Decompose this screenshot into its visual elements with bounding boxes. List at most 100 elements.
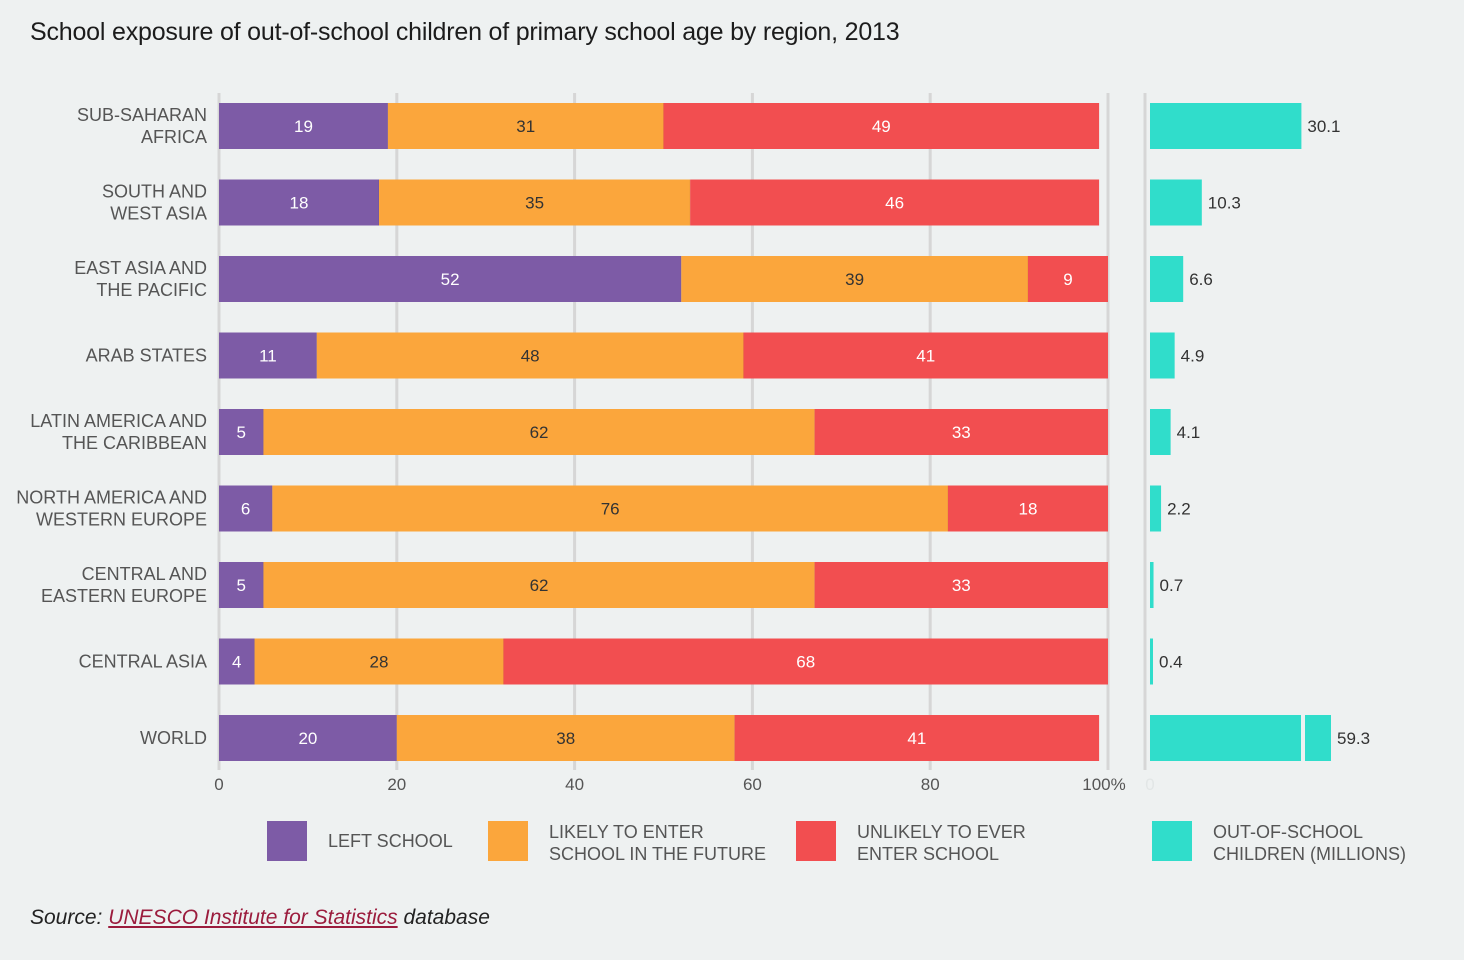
out-of-school-bar (1150, 485, 1162, 532)
bar-segment-likely-to-enter-school-in-the-future (681, 256, 1028, 302)
legend: LEFT SCHOOL LIKELY TO ENTER SCHOOL IN THE … (267, 821, 1406, 864)
region-label-line: CENTRAL AND (82, 564, 207, 584)
region-label-central-asia: CENTRAL ASIA (79, 652, 207, 672)
out-of-school-value: 30.1 (1307, 117, 1340, 136)
region-label-south-and-west-asia: SOUTH AND WEST ASIA (102, 182, 207, 224)
bar-segment-unlikely-to-ever-enter-school (503, 638, 1109, 685)
x-axis: 0 20 40 60 80 100% 0 (214, 775, 1154, 794)
legend-label-line: UNLIKELY TO EVER (857, 822, 1026, 842)
bar-segment-left-school (219, 409, 264, 455)
bar-segment-unlikely-to-ever-enter-school (947, 485, 1108, 532)
region-label-line: SUB-SAHARAN (77, 105, 207, 125)
region-label-line: EAST ASIA AND (74, 258, 207, 278)
data-label: 68 (796, 653, 815, 672)
legend-swatch-unlikely-to-enter (796, 821, 836, 861)
legend-label-line: CHILDREN (MILLIONS) (1213, 844, 1406, 864)
data-label: 28 (370, 653, 389, 672)
bar-segment-unlikely-to-ever-enter-school (1027, 256, 1108, 302)
bar-segment-likely-to-enter-school-in-the-future (387, 103, 664, 149)
legend-swatch-likely-to-enter (488, 821, 528, 861)
data-label: 41 (916, 347, 935, 366)
bar-segment-unlikely-to-ever-enter-school (663, 103, 1100, 149)
region-label-arab-states: ARAB STATES (86, 346, 207, 366)
region-labels: SUB-SAHARAN AFRICA SOUTH AND WEST ASIA EAST … (16, 105, 207, 748)
region-label-line: SOUTH AND (102, 182, 207, 202)
out-of-school-bar (1150, 179, 1202, 226)
out-of-school-value: 4.9 (1181, 347, 1205, 366)
data-label: 33 (952, 576, 971, 595)
region-label-central-and-eastern-europe: CENTRAL AND EASTERN EUROPE (41, 564, 207, 606)
data-label: 76 (601, 500, 620, 519)
bar-segment-left-school (219, 638, 255, 685)
region-label-world: WORLD (140, 728, 207, 748)
region-label-north-america-and-western-europe: NORTH AMERICA AND WESTERN EUROPE (16, 488, 207, 530)
out-of-school-bar (1150, 332, 1175, 379)
data-label: 9 (1063, 270, 1072, 289)
out-of-school-value: 59.3 (1337, 729, 1370, 748)
data-label: 18 (290, 194, 309, 213)
region-label-line: AFRICA (141, 127, 207, 147)
legend-label-unlikely-to-enter: UNLIKELY TO EVER ENTER SCHOOL (857, 822, 1026, 864)
x-tick-label: 40 (565, 775, 584, 794)
data-label: 20 (298, 729, 317, 748)
legend-label-line: LEFT SCHOOL (328, 831, 453, 851)
out-of-school-bar (1150, 103, 1302, 149)
bar-segment-likely-to-enter-school-in-the-future (379, 179, 691, 226)
data-label: 5 (236, 423, 245, 442)
out-of-school-bar-break (1305, 715, 1331, 761)
bar-segment-left-school (219, 103, 388, 149)
out-of-school-value: 6.6 (1189, 270, 1213, 289)
region-label-line: ARAB STATES (86, 346, 207, 366)
bar-segment-unlikely-to-ever-enter-school (734, 715, 1100, 761)
out-of-school-bar (1150, 715, 1301, 761)
out-of-school-value: 4.1 (1177, 423, 1201, 442)
bar-segment-left-school (219, 256, 682, 302)
region-label-line: EASTERN EUROPE (41, 586, 207, 606)
data-label: 5 (236, 576, 245, 595)
out-of-school-value: 0.7 (1160, 576, 1184, 595)
bar-segment-unlikely-to-ever-enter-school (814, 409, 1108, 455)
bar-segment-likely-to-enter-school-in-the-future (254, 638, 504, 685)
legend-label-out-of-school: OUT-OF-SCHOOL CHILDREN (MILLIONS) (1213, 822, 1406, 864)
secondary-tick-label: 0 (1145, 775, 1154, 794)
source-note: Source: UNESCO Institute for Statistics … (30, 906, 490, 930)
x-tick-label: 100% (1082, 775, 1125, 794)
chart-title: School exposure of out-of-school childre… (30, 18, 900, 46)
region-label-line: THE CARIBBEAN (62, 433, 207, 453)
source-suffix: database (397, 906, 490, 929)
bar-segment-likely-to-enter-school-in-the-future (263, 562, 815, 608)
region-label-east-asia-and-the-pacific: EAST ASIA AND THE PACIFIC (74, 258, 207, 300)
out-of-school-bar (1150, 562, 1154, 608)
bar-segment-likely-to-enter-school-in-the-future (263, 409, 815, 455)
data-label: 48 (521, 347, 540, 366)
data-label: 18 (1019, 500, 1038, 519)
region-label-line: LATIN AMERICA AND (30, 411, 207, 431)
region-label-latin-america-and-the-caribbean: LATIN AMERICA AND THE CARIBBEAN (30, 411, 207, 453)
stacked-bars: 19 31 49 18 35 46 52 39 9 11 48 41 5 62 33 6 76 18 5 62 33 4 2… (219, 103, 1109, 761)
out-of-school-value: 10.3 (1208, 194, 1241, 213)
out-of-school-bars: 30.1 10.3 6.6 4.9 4.1 2.2 0.7 0.4 59.3 (1150, 103, 1370, 761)
source-link[interactable]: UNESCO Institute for Statistics (108, 906, 398, 929)
data-label: 6 (241, 500, 250, 519)
region-label-line: CENTRAL ASIA (79, 652, 207, 672)
bar-segment-left-school (219, 715, 397, 761)
legend-label-line: SCHOOL IN THE FUTURE (549, 844, 766, 864)
data-label: 38 (556, 729, 575, 748)
bar-segment-likely-to-enter-school-in-the-future (396, 715, 735, 761)
data-label: 41 (907, 729, 926, 748)
legend-label-likely-to-enter: LIKELY TO ENTER SCHOOL IN THE FUTURE (549, 822, 766, 864)
data-label: 33 (952, 423, 971, 442)
legend-swatch-left-school (267, 821, 307, 861)
data-label: 62 (530, 576, 549, 595)
x-tick-label: 80 (921, 775, 940, 794)
out-of-school-bar (1150, 409, 1171, 455)
out-of-school-bar (1150, 638, 1153, 685)
data-label: 39 (845, 270, 864, 289)
bar-segment-unlikely-to-ever-enter-school (814, 562, 1108, 608)
data-label: 52 (441, 270, 460, 289)
legend-label-line: OUT-OF-SCHOOL (1213, 822, 1363, 842)
x-tick-label: 0 (214, 775, 223, 794)
data-label: 46 (885, 194, 904, 213)
legend-label-line: ENTER SCHOOL (857, 844, 999, 864)
